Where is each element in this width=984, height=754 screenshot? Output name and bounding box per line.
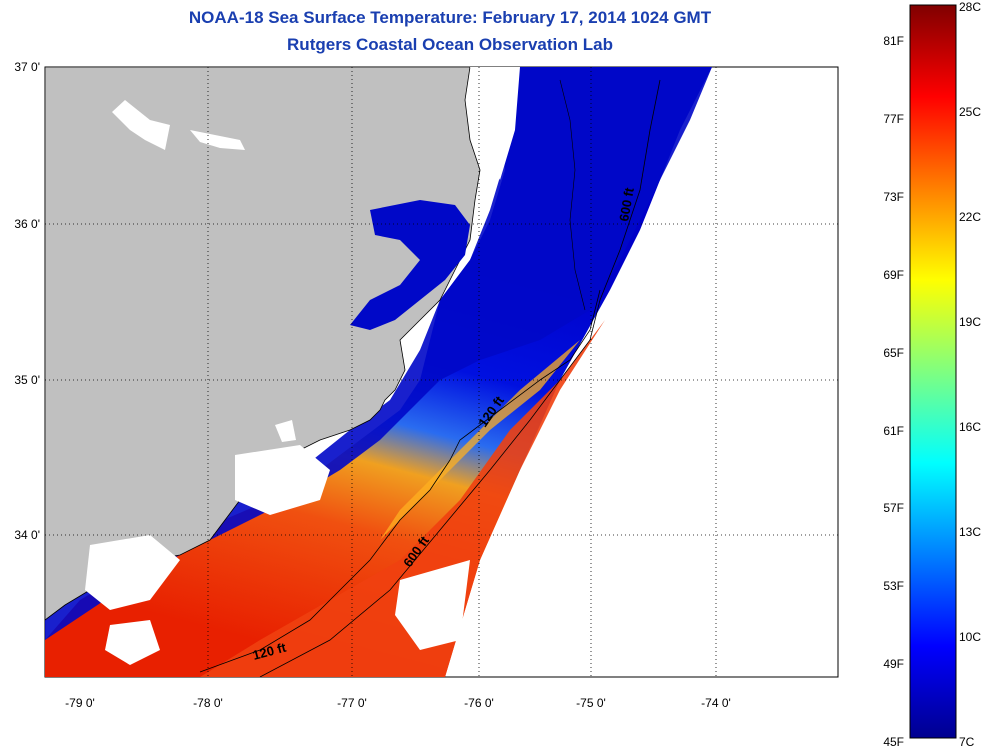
inland-lake	[112, 100, 170, 150]
isobath-120ft-north	[559, 79, 586, 311]
lat-label-36: 36 0'	[14, 217, 40, 231]
colorbar-label-73f: 73F	[883, 190, 904, 204]
map-content	[45, 67, 712, 677]
lon-label-79: -79 0'	[65, 696, 95, 710]
colorbar-label-45f: 45F	[883, 735, 904, 749]
colorbar-label-57f: 57F	[883, 501, 904, 515]
inland-lake	[275, 420, 296, 442]
isobath-120ft	[199, 289, 601, 673]
lon-label-77: -77 0'	[337, 696, 367, 710]
isobath-label-600ft-north: 600 ft	[616, 186, 637, 223]
colorbar-label-19c: 19C	[959, 315, 981, 329]
colorbar-label-81f: 81F	[883, 34, 904, 48]
colorbar-label-49f: 49F	[883, 657, 904, 671]
colorbar-label-69f: 69F	[883, 268, 904, 282]
colorbar-label-16c: 16C	[959, 420, 981, 434]
longitude-axis: -79 0' -78 0' -77 0' -76 0' -75 0' -74 0…	[65, 696, 731, 710]
colorbar-fahrenheit-labels: 81F 77F 73F 69F 65F 61F 57F 53F 49F 45F	[883, 34, 904, 749]
colorbar-label-22c: 22C	[959, 210, 981, 224]
map-subtitle: Rutgers Coastal Ocean Observation Lab	[287, 35, 613, 54]
colorbar-celsius-labels: 28C 25C 22C 19C 16C 13C 10C 7C	[959, 0, 981, 749]
colorbar-label-25c: 25C	[959, 105, 981, 119]
lat-label-35: 35 0'	[14, 373, 40, 387]
cloud-mask	[395, 560, 470, 650]
isobath-600ft	[259, 79, 661, 677]
colorbar-label-77f: 77F	[883, 112, 904, 126]
lat-label-34: 34 0'	[14, 528, 40, 542]
lon-label-76: -76 0'	[464, 696, 494, 710]
colorbar-label-7c: 7C	[959, 735, 975, 749]
latitude-axis: 37 0' 36 0' 35 0' 34 0'	[14, 60, 40, 542]
lon-label-74: -74 0'	[701, 696, 731, 710]
map-title: NOAA-18 Sea Surface Temperature: Februar…	[188, 8, 712, 27]
colorbar-label-28c: 28C	[959, 0, 981, 14]
sst-cold-band	[45, 67, 712, 640]
colorbar-label-61f: 61F	[883, 424, 904, 438]
colorbar-label-10c: 10C	[959, 630, 981, 644]
cloud-mask	[470, 67, 520, 180]
lat-label-37: 37 0'	[14, 60, 40, 74]
colorbar-label-13c: 13C	[959, 525, 981, 539]
lon-label-75: -75 0'	[576, 696, 606, 710]
colorbar-label-65f: 65F	[883, 346, 904, 360]
sound-water	[350, 200, 470, 330]
graticule	[45, 67, 838, 677]
colorbar-label-53f: 53F	[883, 579, 904, 593]
cloud-mask	[105, 620, 160, 665]
inland-lake	[190, 130, 245, 150]
lon-label-78: -78 0'	[193, 696, 223, 710]
cloud-mask	[235, 445, 330, 515]
cloud-mask	[85, 535, 180, 610]
colorbar	[909, 4, 957, 739]
